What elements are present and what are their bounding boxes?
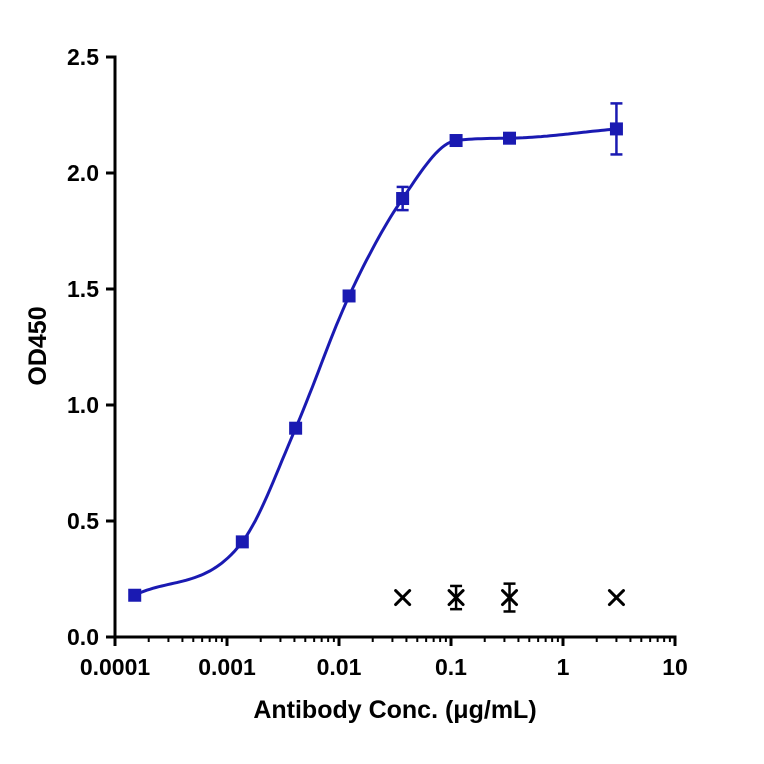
x-tick-label: 10: [662, 654, 688, 680]
y-tick-label: 0.5: [67, 508, 99, 534]
data-point-square: [449, 134, 463, 148]
data-point-x: [447, 589, 465, 607]
y-tick-label: 0.0: [67, 624, 99, 650]
y-axis-title: OD450: [24, 306, 52, 386]
y-tick-label: 2.5: [67, 44, 99, 70]
x-tick-label: 0.001: [198, 654, 256, 680]
y-tick-label: 1.0: [67, 392, 99, 418]
data-point-square: [342, 289, 356, 303]
x-tick-label: 0.1: [435, 654, 467, 680]
data-point-square: [128, 588, 142, 602]
data-point-square: [503, 131, 517, 145]
x-axis-title: Antibody Conc. (μg/mL): [253, 696, 537, 724]
data-point-square: [609, 122, 623, 136]
y-tick-label: 2.0: [67, 160, 99, 186]
x-tick-label: 0.0001: [80, 654, 151, 680]
data-point-x: [607, 589, 625, 607]
data-point-x: [394, 589, 412, 607]
fit-curve: [133, 127, 618, 597]
data-point-square: [235, 535, 249, 549]
data-point-square: [396, 192, 410, 206]
x-tick-label: 1: [557, 654, 570, 680]
axes: [113, 55, 677, 639]
data-point-square: [289, 421, 303, 435]
x-tick-label: 0.01: [317, 654, 362, 680]
data-point-x: [501, 589, 519, 607]
y-tick-label: 1.5: [67, 276, 99, 302]
